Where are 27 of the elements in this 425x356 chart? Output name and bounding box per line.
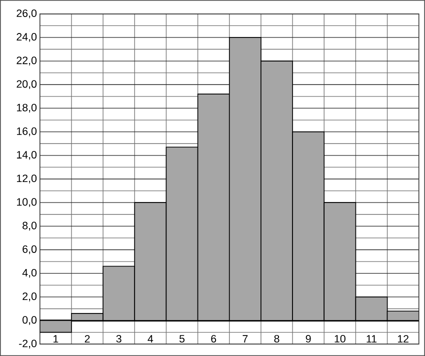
- y-tick-label: 24,0: [16, 33, 37, 42]
- y-tick-label: 22,0: [16, 56, 37, 66]
- x-tick-label: 1: [54, 335, 58, 343]
- y-tick-label: 12,0: [17, 174, 37, 184]
- y-tick-label: 16,0: [17, 127, 37, 136]
- x-tick-label: 11: [366, 335, 377, 343]
- y-tick-label: -2,0: [19, 340, 37, 349]
- x-tick-label: 9: [306, 334, 311, 343]
- x-tick-label: 7: [242, 335, 248, 343]
- y-tick-label: 26,0: [16, 9, 37, 18]
- x-tick-label: 10: [334, 334, 346, 343]
- x-tick-label: 6: [211, 334, 216, 343]
- y-tick-label: 4,0: [22, 268, 37, 278]
- x-tick-label: 4: [148, 335, 154, 343]
- y-tick-label: 2,0: [22, 292, 37, 302]
- x-tick-label: 2: [84, 335, 90, 343]
- y-tick-label: 8,0: [22, 222, 37, 231]
- y-tick-label: 14,0: [17, 151, 37, 160]
- y-tick-label: 20,0: [16, 80, 37, 90]
- x-tick-label: 5: [179, 335, 185, 343]
- y-tick-label: 6,0: [22, 245, 37, 254]
- x-tick-label: 3: [116, 334, 122, 343]
- x-tick-label: 8: [274, 334, 280, 343]
- y-tick-label: 18,0: [17, 104, 37, 113]
- y-tick-label: 10,0: [17, 198, 37, 207]
- x-tick-label: 12: [398, 335, 408, 343]
- y-tick-label: 0,0: [22, 316, 37, 325]
